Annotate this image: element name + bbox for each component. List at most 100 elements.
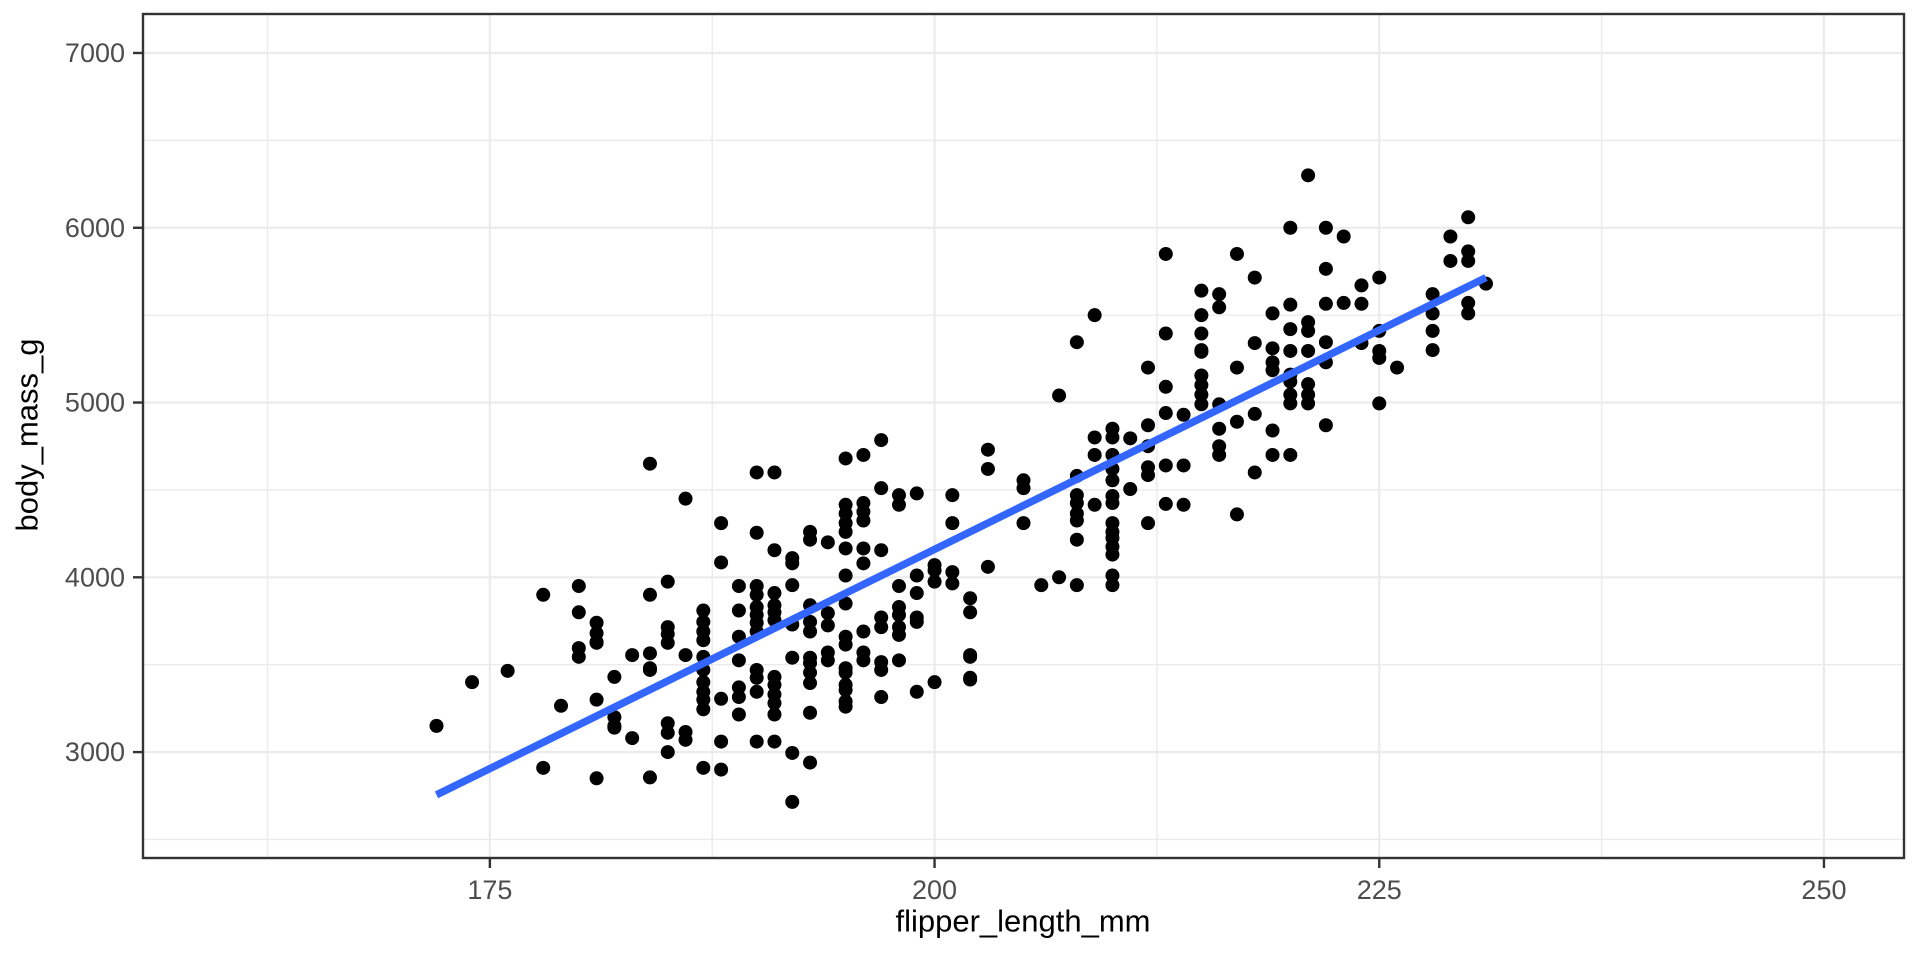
data-point xyxy=(1318,220,1333,235)
data-point xyxy=(1105,568,1120,583)
data-point xyxy=(607,669,622,684)
data-point xyxy=(749,734,764,749)
data-point xyxy=(1069,578,1084,593)
data-point xyxy=(1141,360,1156,375)
data-point xyxy=(838,665,853,680)
data-point xyxy=(1105,430,1120,445)
data-point xyxy=(625,731,640,746)
data-point xyxy=(571,579,586,594)
data-point xyxy=(891,497,906,512)
data-point xyxy=(714,691,729,706)
data-point xyxy=(909,486,924,501)
y-axis-title: body_mass_g xyxy=(9,338,45,532)
data-point xyxy=(1105,578,1120,593)
data-point xyxy=(1158,379,1173,394)
data-point xyxy=(589,692,604,707)
data-point xyxy=(1372,350,1387,365)
data-point xyxy=(803,624,818,639)
y-tick-label: 7000 xyxy=(65,38,125,68)
data-point xyxy=(1247,465,1262,480)
data-point xyxy=(927,563,942,578)
data-point xyxy=(1425,287,1440,302)
x-tick-label: 225 xyxy=(1357,875,1402,905)
data-point xyxy=(1069,496,1084,511)
data-point xyxy=(1194,378,1209,393)
data-point xyxy=(1194,344,1209,359)
data-point xyxy=(660,635,675,650)
plot-panel xyxy=(143,14,1904,858)
data-point xyxy=(1141,516,1156,531)
data-point xyxy=(980,559,995,574)
data-point xyxy=(731,680,746,695)
data-point xyxy=(838,541,853,556)
data-point xyxy=(429,718,444,733)
data-point xyxy=(660,745,675,760)
data-point xyxy=(678,648,693,663)
data-point xyxy=(1194,326,1209,341)
data-point xyxy=(465,675,480,690)
data-point xyxy=(767,707,782,722)
data-point xyxy=(642,662,657,677)
data-point xyxy=(731,690,746,705)
y-tick-label: 4000 xyxy=(65,562,125,592)
data-point xyxy=(571,605,586,620)
data-point xyxy=(963,649,978,664)
data-point xyxy=(803,532,818,547)
data-point xyxy=(589,771,604,786)
data-point xyxy=(1176,497,1191,512)
data-point xyxy=(945,516,960,531)
data-point xyxy=(1265,341,1280,356)
data-point xyxy=(1087,447,1102,462)
x-tick-label: 200 xyxy=(912,875,957,905)
data-point xyxy=(838,596,853,611)
data-point xyxy=(1461,244,1476,259)
data-point xyxy=(874,620,889,635)
x-tick-label: 250 xyxy=(1801,875,1846,905)
data-point xyxy=(1034,578,1049,593)
data-point xyxy=(1265,306,1280,321)
data-point xyxy=(803,665,818,680)
data-point xyxy=(1141,418,1156,433)
data-point xyxy=(980,442,995,457)
data-point xyxy=(785,745,800,760)
data-point xyxy=(909,586,924,601)
data-point xyxy=(891,607,906,622)
data-point xyxy=(696,675,711,690)
x-axis-title: flipper_length_mm xyxy=(895,903,1151,939)
data-point xyxy=(678,491,693,506)
data-point xyxy=(838,524,853,539)
data-point xyxy=(1105,496,1120,511)
data-point xyxy=(749,684,764,699)
data-point xyxy=(696,702,711,717)
data-point xyxy=(1087,308,1102,323)
data-point xyxy=(980,461,995,476)
data-point xyxy=(1461,306,1476,321)
data-point xyxy=(803,705,818,720)
data-point xyxy=(1283,343,1298,358)
data-point xyxy=(1123,431,1138,446)
data-point xyxy=(820,653,835,668)
data-point xyxy=(642,456,657,471)
data-point xyxy=(1247,406,1262,421)
data-point xyxy=(874,662,889,677)
data-point xyxy=(589,635,604,650)
data-point xyxy=(554,698,569,713)
data-point xyxy=(1052,570,1067,585)
data-point xyxy=(1158,326,1173,341)
data-point xyxy=(1283,297,1298,312)
data-point xyxy=(820,606,835,621)
data-point xyxy=(1425,323,1440,338)
x-tick-label: 175 xyxy=(467,875,512,905)
data-point xyxy=(1158,406,1173,421)
data-point xyxy=(856,556,871,571)
data-point xyxy=(767,677,782,692)
data-point xyxy=(1425,306,1440,321)
data-point xyxy=(696,760,711,775)
data-point xyxy=(1069,513,1084,528)
data-point xyxy=(660,725,675,740)
data-point xyxy=(731,603,746,618)
data-point xyxy=(642,587,657,602)
data-point xyxy=(1194,308,1209,323)
trend-line xyxy=(434,274,1488,799)
data-point xyxy=(803,676,818,691)
